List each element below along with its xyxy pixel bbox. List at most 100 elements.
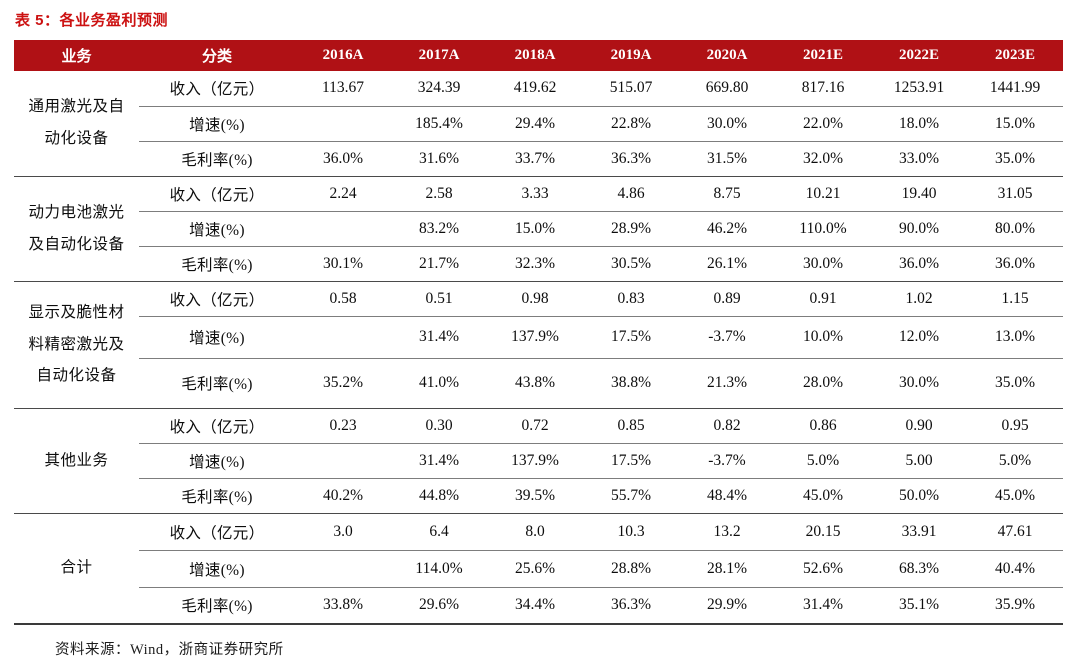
value-cell: 18.0% xyxy=(871,106,967,142)
column-header-2023E: 2023E xyxy=(967,40,1063,71)
value-cell: 185.4% xyxy=(391,106,487,142)
row-label-cell: 毛利率(%) xyxy=(139,587,295,625)
value-cell: 31.05 xyxy=(967,176,1063,212)
value-cell: 0.91 xyxy=(775,281,871,317)
business-name-cell: 合计 xyxy=(14,513,139,625)
value-cell: 419.62 xyxy=(487,71,583,107)
value-cell: 32.0% xyxy=(775,141,871,177)
value-cell: 6.4 xyxy=(391,513,487,551)
business-name-cell: 显示及脆性材料精密激光及自动化设备 xyxy=(14,281,139,409)
value-cell: 47.61 xyxy=(967,513,1063,551)
value-cell: 0.72 xyxy=(487,408,583,444)
value-cell: 29.6% xyxy=(391,587,487,625)
value-cell: -3.7% xyxy=(679,443,775,479)
value-cell: 55.7% xyxy=(583,478,679,514)
row-label-cell: 收入（亿元） xyxy=(139,513,295,551)
value-cell: 1253.91 xyxy=(871,71,967,107)
profit-forecast-table: 业务 分类 2016A 2017A 2018A 2019A 2020A 2021E 2022E 2… xyxy=(14,40,1063,625)
value-cell: 29.9% xyxy=(679,587,775,625)
value-cell: 0.82 xyxy=(679,408,775,444)
value-cell: 114.0% xyxy=(391,550,487,588)
value-cell: 31.4% xyxy=(391,443,487,479)
value-cell: 30.1% xyxy=(295,246,391,282)
value-cell: 5.0% xyxy=(967,443,1063,479)
value-cell: 0.83 xyxy=(583,281,679,317)
value-cell: 3.0 xyxy=(295,513,391,551)
row-label-cell: 增速(%) xyxy=(139,106,295,142)
column-header-2022E: 2022E xyxy=(871,40,967,71)
value-cell: 50.0% xyxy=(871,478,967,514)
value-cell: 0.85 xyxy=(583,408,679,444)
value-cell: 22.8% xyxy=(583,106,679,142)
row-label-cell: 收入（亿元） xyxy=(139,71,295,107)
value-cell: 28.8% xyxy=(583,550,679,588)
value-cell: 30.5% xyxy=(583,246,679,282)
business-name: 合计 xyxy=(60,559,93,577)
value-cell: 33.0% xyxy=(871,141,967,177)
value-cell: 36.3% xyxy=(583,587,679,625)
value-cell: 8.75 xyxy=(679,176,775,212)
row-label-cell: 增速(%) xyxy=(139,550,295,588)
value-cell: 0.90 xyxy=(871,408,967,444)
value-cell: 5.0% xyxy=(775,443,871,479)
value-cell: 15.0% xyxy=(967,106,1063,142)
value-cell: 137.9% xyxy=(487,316,583,359)
value-cell: 10.21 xyxy=(775,176,871,212)
value-cell: 2.24 xyxy=(295,176,391,212)
business-name-cell: 通用激光及自动化设备 xyxy=(14,71,139,177)
row-label-cell: 毛利率(%) xyxy=(139,358,295,409)
value-cell: 28.1% xyxy=(679,550,775,588)
value-cell: 0.23 xyxy=(295,408,391,444)
value-cell xyxy=(295,211,391,247)
column-header-2017A: 2017A xyxy=(391,40,487,71)
value-cell: 36.0% xyxy=(967,246,1063,282)
value-cell: 41.0% xyxy=(391,358,487,409)
value-cell: 35.2% xyxy=(295,358,391,409)
value-cell: 0.30 xyxy=(391,408,487,444)
value-cell: 43.8% xyxy=(487,358,583,409)
value-cell: 29.4% xyxy=(487,106,583,142)
value-cell: 30.0% xyxy=(775,246,871,282)
row-label-cell: 增速(%) xyxy=(139,211,295,247)
value-cell xyxy=(295,443,391,479)
value-cell: 35.1% xyxy=(871,587,967,625)
value-cell: 44.8% xyxy=(391,478,487,514)
value-cell: 46.2% xyxy=(679,211,775,247)
table-title: 表 5：各业务盈利预测 xyxy=(15,12,169,29)
value-cell: 35.0% xyxy=(967,358,1063,409)
value-cell: 31.4% xyxy=(391,316,487,359)
value-cell: 21.3% xyxy=(679,358,775,409)
value-cell xyxy=(295,106,391,142)
source-note: 资料来源：Wind，浙商证券研究所 xyxy=(55,642,284,658)
column-header-2020A: 2020A xyxy=(679,40,775,71)
row-label-cell: 增速(%) xyxy=(139,316,295,359)
business-name: 显示及脆性材料精密激光及自动化设备 xyxy=(28,303,125,385)
row-label-cell: 增速(%) xyxy=(139,443,295,479)
value-cell: 5.00 xyxy=(871,443,967,479)
value-cell: 1.15 xyxy=(967,281,1063,317)
value-cell: 40.4% xyxy=(967,550,1063,588)
row-label-cell: 收入（亿元） xyxy=(139,408,295,444)
value-cell: 817.16 xyxy=(775,71,871,107)
value-cell: 39.5% xyxy=(487,478,583,514)
value-cell: 32.3% xyxy=(487,246,583,282)
value-cell: 10.0% xyxy=(775,316,871,359)
value-cell: 17.5% xyxy=(583,443,679,479)
business-name-cell: 其他业务 xyxy=(14,408,139,514)
business-name-cell: 动力电池激光及自动化设备 xyxy=(14,176,139,282)
column-header-2019A: 2019A xyxy=(583,40,679,71)
value-cell: 48.4% xyxy=(679,478,775,514)
value-cell: 1.02 xyxy=(871,281,967,317)
value-cell: 45.0% xyxy=(775,478,871,514)
row-label-cell: 收入（亿元） xyxy=(139,281,295,317)
value-cell xyxy=(295,316,391,359)
value-cell: 83.2% xyxy=(391,211,487,247)
value-cell: 17.5% xyxy=(583,316,679,359)
table-body: 通用激光及自动化设备 收入（亿元） 113.67 324.39 419.62 515.07… xyxy=(14,71,1063,625)
value-cell: 30.0% xyxy=(679,106,775,142)
value-cell: 45.0% xyxy=(967,478,1063,514)
value-cell: 2.58 xyxy=(391,176,487,212)
value-cell: 36.0% xyxy=(295,141,391,177)
value-cell: 12.0% xyxy=(871,316,967,359)
